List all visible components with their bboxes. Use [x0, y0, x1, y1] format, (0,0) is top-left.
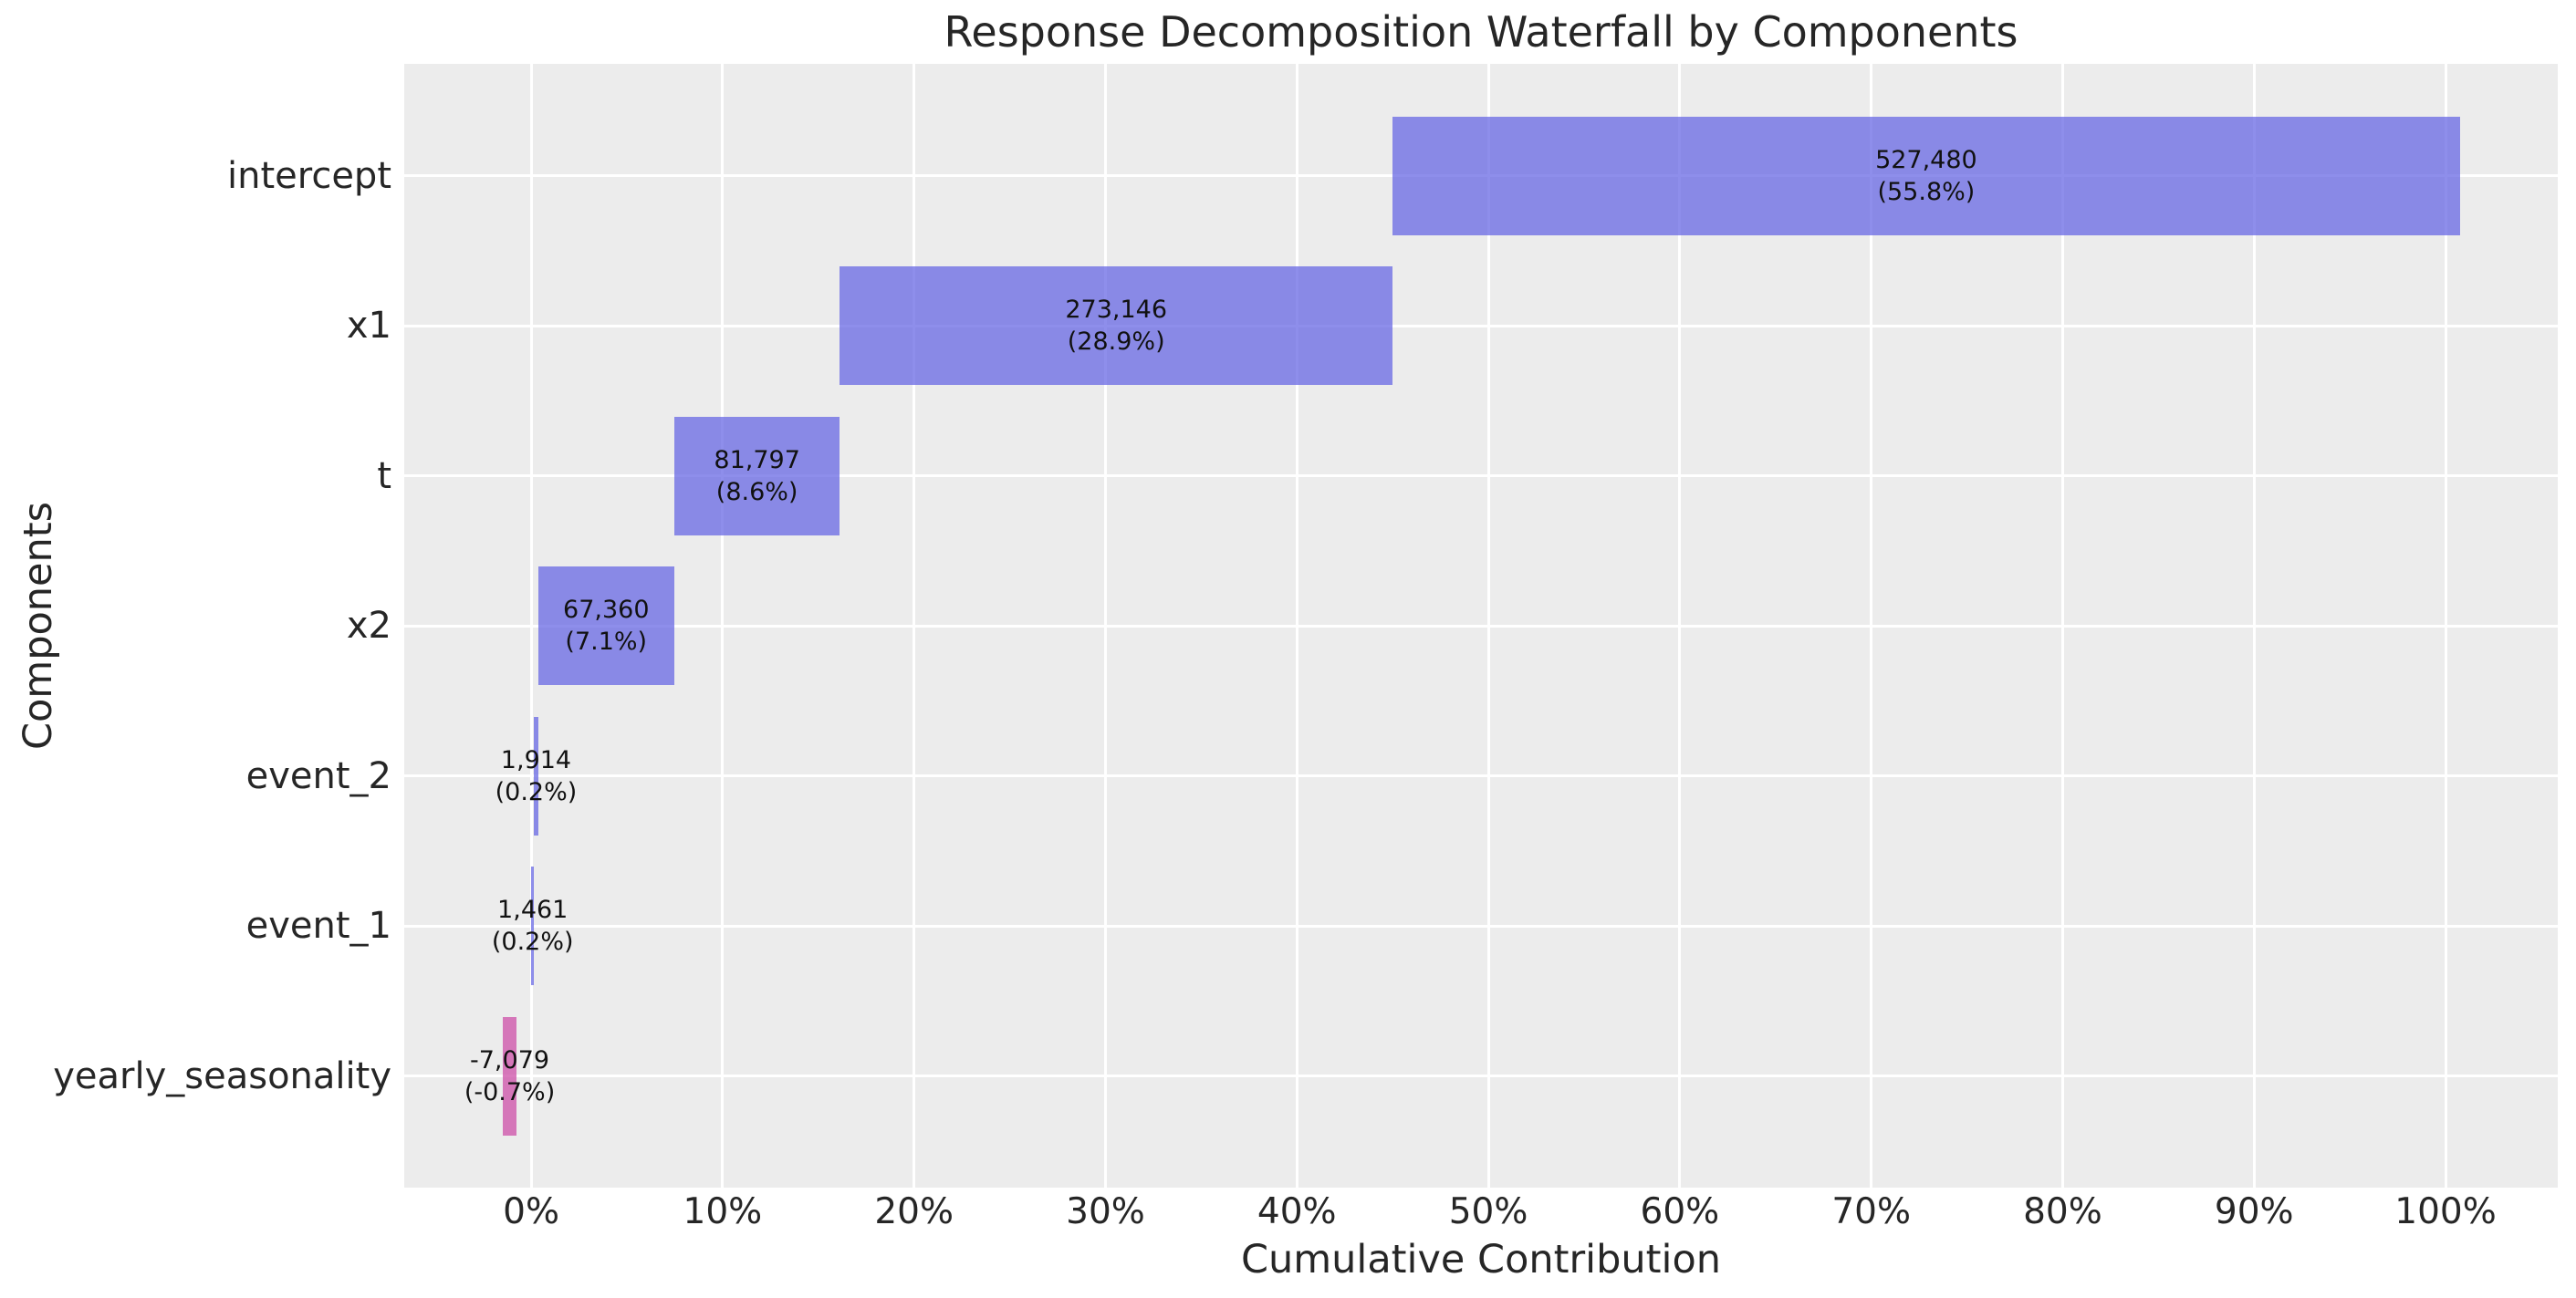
x-tick-label: 20%	[874, 1191, 954, 1232]
x-tick-label: 60%	[1640, 1191, 1720, 1232]
y-tick-label: intercept	[227, 154, 391, 197]
bar-x1	[840, 266, 1393, 385]
bar-t	[673, 416, 840, 535]
bar-label-x1: 273,146 (28.9%)	[1065, 295, 1168, 356]
bar-label-yearly_seasonality: -7,079 (-0.7%)	[464, 1045, 556, 1106]
x-tick-label: 0%	[503, 1191, 560, 1232]
x-axis-label: Cumulative Contribution	[1240, 1237, 1722, 1282]
y-gridline	[404, 924, 2558, 928]
bar-label-t: 81,797 (8.6%)	[714, 445, 800, 506]
y-gridline	[404, 1075, 2558, 1077]
y-gridline	[404, 774, 2558, 777]
y-gridline	[404, 624, 2558, 628]
y-tick-label: x2	[346, 605, 391, 647]
x-tick-label: 90%	[2214, 1191, 2294, 1232]
x-tick-label: 50%	[1448, 1191, 1528, 1232]
x-tick-label: 10%	[683, 1191, 763, 1232]
plot-area: 527,480 (55.8%) 273,146 (28.9%) 81,797 (8.…	[404, 64, 2558, 1188]
bar-yearly_seasonality	[502, 1016, 517, 1136]
x-tick-label: 100%	[2394, 1191, 2497, 1232]
bar-event_1	[531, 867, 535, 985]
y-tick-label: event_1	[245, 905, 391, 947]
x-tick-label: 40%	[1257, 1191, 1337, 1232]
bar-label-intercept: 527,480 (55.8%)	[1875, 145, 1977, 206]
bar-x2	[537, 566, 674, 685]
y-gridline	[404, 474, 2558, 477]
chart-title: Response Decomposition Waterfall by Comp…	[944, 7, 2018, 57]
bar-event_2	[534, 716, 538, 836]
bar-label-event_2: 1,914 (0.2%)	[495, 745, 578, 806]
y-tick-label: t	[377, 454, 391, 497]
bar-intercept	[1392, 116, 2460, 235]
y-gridline	[404, 324, 2558, 327]
y-tick-label: yearly_seasonality	[53, 1054, 391, 1097]
bar-label-event_1: 1,461 (0.2%)	[491, 895, 574, 956]
y-tick-label: x1	[346, 305, 391, 347]
x-tick-label: 70%	[1831, 1191, 1911, 1232]
bar-label-x2: 67,360 (7.1%)	[563, 595, 650, 656]
x-tick-label: 80%	[2023, 1191, 2102, 1232]
y-tick-label: event_2	[245, 754, 391, 797]
x-tick-label: 30%	[1066, 1191, 1145, 1232]
